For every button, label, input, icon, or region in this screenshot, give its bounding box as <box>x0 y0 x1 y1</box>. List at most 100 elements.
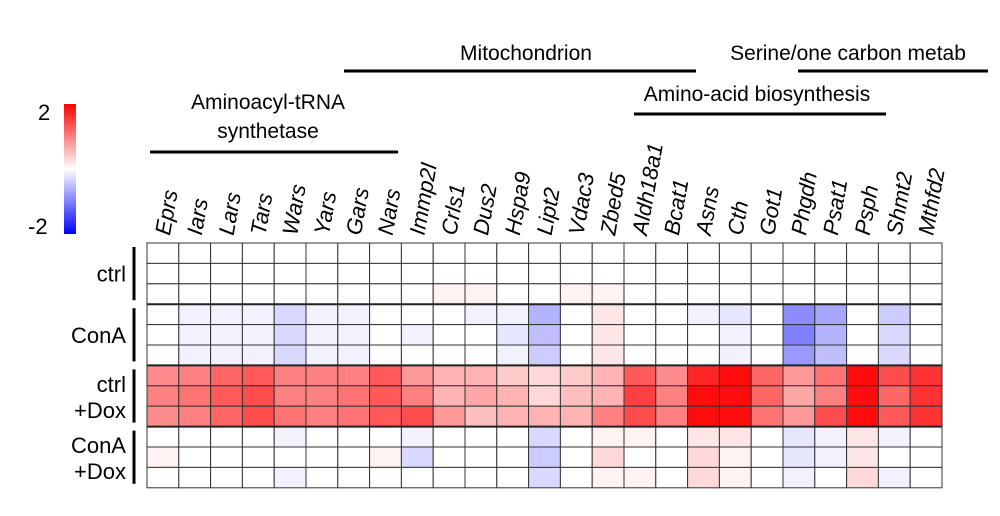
heatmap-cell-r3-vdac3 <box>559 283 593 305</box>
heatmap-cell-r8-psat1 <box>814 385 848 407</box>
heatmap-cell-r12-hspa9 <box>496 466 530 489</box>
heatmap-cell-r2-lars <box>210 262 243 285</box>
heatmap-cell-r6-asns <box>687 344 720 366</box>
heatmap-cell-r12-got1 <box>750 466 784 489</box>
heatmap-cell-r3-zbed5 <box>591 283 625 305</box>
heatmap-cell-r4-lars <box>210 303 243 326</box>
category-label-aminoacyl-trna-line1: Aminoacyl-tRNA <box>191 91 345 114</box>
heatmap-cell-r7-yars <box>305 364 339 387</box>
heatmap-cell-r9-aldh18a1 <box>623 405 657 428</box>
heatmap-cell-r6-iars <box>178 344 212 366</box>
heatmap-cell-r11-aldh18a1 <box>623 446 657 468</box>
heatmap-cell-r9-eprs <box>146 405 180 428</box>
heatmap-cell-r4-immp2l <box>400 303 434 326</box>
heatmap-cell-r1-nars <box>369 242 402 264</box>
heatmap-cell-r7-phgdh <box>782 364 816 387</box>
heatmap-cell-r7-dus2 <box>464 364 498 387</box>
heatmap-cell-r4-nars <box>369 303 402 326</box>
heatmap-cell-r10-eprs <box>146 426 180 448</box>
heatmap-cell-r10-lipt2 <box>528 426 561 448</box>
heatmap-cell-r2-asns <box>687 262 720 285</box>
group-label-4-line1: ConA <box>71 433 126 458</box>
heatmap-cell-r12-asns <box>687 466 720 489</box>
heatmap-cell-r12-vdac3 <box>559 466 593 489</box>
heatmap-cell-r3-hspa9 <box>496 283 530 305</box>
heatmap-cell-r2-dus2 <box>464 262 498 285</box>
heatmap-cell-r3-lars <box>210 283 243 305</box>
heatmap-cell-r9-mthfd2 <box>909 405 943 428</box>
heatmap-cell-r1-mthfd2 <box>909 242 943 264</box>
heatmap-cell-r12-crls1 <box>432 466 466 489</box>
gene-label-gars: Gars <box>341 186 374 237</box>
heatmap-cell-r2-crls1 <box>432 262 466 285</box>
heatmap-cell-r1-lipt2 <box>528 242 561 264</box>
gene-label-shmt2: Shmt2 <box>882 170 918 237</box>
heatmap-cell-r7-lipt2 <box>528 364 561 387</box>
heatmap-cell-r9-bcat1 <box>655 405 689 428</box>
gene-label-tars: Tars <box>246 191 278 237</box>
heatmap-cell-r5-vdac3 <box>559 324 593 346</box>
heatmap-cell-r2-bcat1 <box>655 262 689 285</box>
heatmap-cell-r3-aldh18a1 <box>623 283 657 305</box>
heatmap-cell-r8-cth <box>718 385 752 407</box>
heatmap-cell-r7-wars <box>273 364 307 387</box>
heatmap-cell-r1-cth <box>718 242 752 264</box>
color-scale-legend: 2 -2 <box>28 100 76 239</box>
heatmap-cell-r2-psph <box>846 262 879 285</box>
heatmap-cell-r1-got1 <box>750 242 784 264</box>
heatmap-cell-r6-lipt2 <box>528 344 561 366</box>
heatmap-cell-r9-got1 <box>750 405 784 428</box>
heatmap-cell-r8-mthfd2 <box>909 385 943 407</box>
heatmap-cell-r7-immp2l <box>400 364 434 387</box>
heatmap-cell-r11-eprs <box>146 446 180 468</box>
heatmap-cell-r4-phgdh <box>782 303 816 326</box>
heatmap-cell-r11-wars <box>273 446 307 468</box>
gene-label-lipt2: Lipt2 <box>532 186 565 237</box>
heatmap-cell-r7-tars <box>241 364 275 387</box>
heatmap-cell-r7-bcat1 <box>655 364 689 387</box>
heatmap-cell-r7-shmt2 <box>877 364 911 387</box>
heatmap-cell-r1-vdac3 <box>559 242 593 264</box>
heatmap-cell-r4-got1 <box>750 303 784 326</box>
heatmap-cell-r8-eprs <box>146 385 180 407</box>
heatmap-cell-r2-wars <box>273 262 307 285</box>
heatmap-cell-r4-wars <box>273 303 307 326</box>
heatmap-cell-r11-hspa9 <box>496 446 530 468</box>
heatmap-cell-r3-gars <box>337 283 371 305</box>
heatmap-cell-r2-immp2l <box>400 262 434 285</box>
gene-label-asns: Asns <box>690 184 723 238</box>
heatmap-cell-r6-psph <box>846 344 879 366</box>
heatmap-cell-r12-aldh18a1 <box>623 466 657 489</box>
heatmap-cell-r4-dus2 <box>464 303 498 326</box>
heatmap-cell-r9-psat1 <box>814 405 848 428</box>
heatmap-cell-r3-eprs <box>146 283 180 305</box>
heatmap-cell-r12-bcat1 <box>655 466 689 489</box>
heatmap-cell-r4-gars <box>337 303 371 326</box>
category-annotations: Aminoacyl-tRNA synthetase Mitochondrion … <box>150 42 988 154</box>
heatmap-cell-r10-aldh18a1 <box>623 426 657 448</box>
heatmap-cell-r2-mthfd2 <box>909 262 943 285</box>
heatmap-cell-r4-yars <box>305 303 339 326</box>
heatmap-cell-r5-zbed5 <box>591 324 625 346</box>
heatmap-cell-r12-mthfd2 <box>909 466 943 489</box>
heatmap-cell-r1-bcat1 <box>655 242 689 264</box>
heatmap-cell-r9-nars <box>369 405 402 428</box>
heatmap-cell-r8-crls1 <box>432 385 466 407</box>
heatmap-cell-r2-vdac3 <box>559 262 593 285</box>
heatmap-cell-r11-immp2l <box>400 446 434 468</box>
category-label-serine-one-carbon: Serine/one carbon metab <box>730 42 966 65</box>
heatmap-cell-r3-cth <box>718 283 752 305</box>
heatmap-cell-r10-lars <box>210 426 243 448</box>
heatmap-cell-r6-crls1 <box>432 344 466 366</box>
color-scale-min-label: -2 <box>28 214 48 239</box>
heatmap-cell-r3-tars <box>241 283 275 305</box>
heatmap-cell-r8-iars <box>178 385 212 407</box>
heatmap-cell-r4-crls1 <box>432 303 466 326</box>
gene-label-wars: Wars <box>277 182 310 237</box>
heatmap-cell-r5-aldh18a1 <box>623 324 657 346</box>
heatmap-cell-r8-vdac3 <box>559 385 593 407</box>
group-label-3-line1: ctrl <box>97 372 126 397</box>
heatmap-cell-r6-got1 <box>750 344 784 366</box>
heatmap-cell-r9-yars <box>305 405 339 428</box>
heatmap-cell-r12-gars <box>337 466 371 489</box>
